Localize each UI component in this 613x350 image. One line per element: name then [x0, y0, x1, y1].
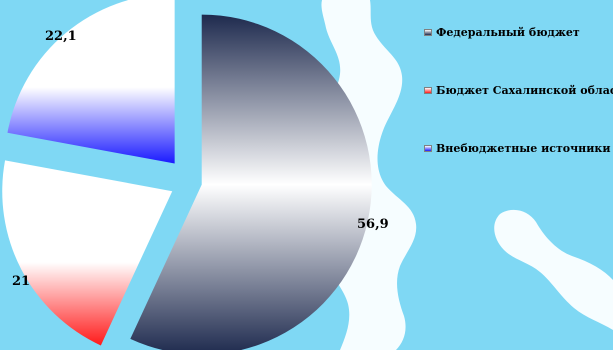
- slice-sakhalin: [2, 160, 173, 346]
- legend-label-sakhalin: Бюджет Сахалинской области: [436, 84, 613, 97]
- legend-swatch-offbudget: [424, 144, 432, 152]
- legend-item-offbudget: Внебюджетные источники: [424, 142, 613, 160]
- legend-item-sakhalin: Бюджет Сахалинской области: [424, 84, 613, 102]
- pie-data-labels: 56,9 21 22,1: [12, 29, 389, 289]
- label-offbudget: 22,1: [45, 29, 77, 44]
- slice-offbudget: [7, 0, 175, 164]
- label-federal: 56,9: [357, 217, 389, 232]
- legend-item-federal: Федеральный бюджет: [424, 26, 613, 44]
- legend-label-federal: Федеральный бюджет: [436, 26, 580, 39]
- legend-label-offbudget: Внебюджетные источники: [436, 142, 611, 155]
- legend: Федеральный бюджет Бюджет Сахалинской об…: [424, 26, 613, 200]
- slice-federal: [130, 14, 372, 350]
- legend-swatch-federal: [424, 28, 432, 36]
- legend-swatch-sakhalin: [424, 86, 432, 94]
- pie-slices: [2, 0, 372, 350]
- label-sakhalin: 21: [12, 274, 30, 289]
- island-background-right: [494, 209, 613, 330]
